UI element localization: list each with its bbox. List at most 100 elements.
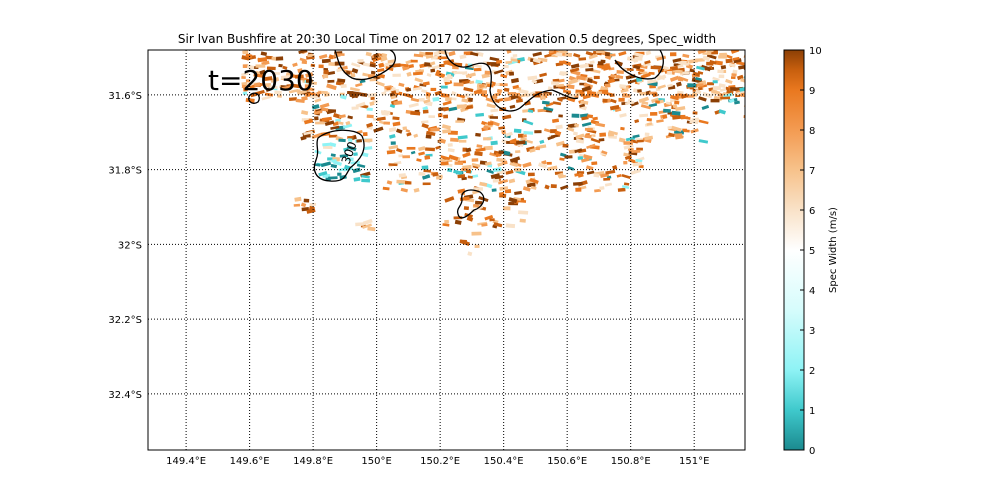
radar-gate <box>364 146 373 151</box>
radar-gate <box>552 101 562 106</box>
x-tick-label: 151°E <box>679 456 709 467</box>
radar-gate <box>662 114 668 120</box>
radar-gate <box>404 181 412 185</box>
radar-gate <box>457 135 468 140</box>
radar-gate <box>478 83 485 89</box>
radar-gate <box>388 133 396 139</box>
radar-gate <box>505 223 516 229</box>
radar-gate <box>410 111 421 116</box>
radar-gate <box>515 150 521 154</box>
radar-gate <box>592 116 598 121</box>
x-tick-label: 150.2°E <box>420 456 460 467</box>
radar-gate <box>689 119 699 125</box>
y-tick-label: 32°S <box>118 240 142 251</box>
radar-gate <box>263 82 272 88</box>
radar-gate <box>474 244 480 249</box>
radar-gate <box>356 163 366 168</box>
radar-gate <box>269 85 278 90</box>
radar-gate <box>489 218 495 222</box>
radar-gate <box>529 177 539 185</box>
radar-gate <box>529 148 536 153</box>
radar-gate <box>389 92 395 97</box>
radar-gate <box>550 184 557 189</box>
radar-gate <box>453 71 463 75</box>
radar-gate <box>469 80 475 85</box>
radar-gate <box>739 86 745 92</box>
radar-gate <box>619 112 627 118</box>
radar-gate <box>502 114 512 120</box>
radar-gate <box>599 186 605 191</box>
radar-gate <box>245 53 253 59</box>
radar-gate <box>539 139 545 144</box>
radar-gate <box>412 71 423 76</box>
radar-gate <box>456 93 466 99</box>
radar-gate <box>396 128 403 134</box>
radar-gate <box>469 92 476 97</box>
x-tick-label: 149.8°E <box>293 456 333 467</box>
radar-gate <box>461 98 469 103</box>
radar-gate <box>669 75 680 82</box>
radar-gate <box>531 79 538 84</box>
radar-gate <box>270 77 280 83</box>
radar-gate <box>328 54 334 60</box>
radar-gate <box>383 121 391 125</box>
radar-gate <box>265 55 273 60</box>
radar-gate <box>241 76 246 80</box>
radar-gate <box>731 73 737 77</box>
radar-gate <box>692 71 701 77</box>
radar-gate <box>303 130 314 136</box>
radar-gate <box>386 149 396 155</box>
radar-gate <box>294 74 304 79</box>
radar-gate <box>505 131 513 137</box>
radar-gate <box>245 79 251 83</box>
radar-gate <box>567 166 575 171</box>
radar-gate <box>682 53 690 58</box>
radar-gate <box>353 176 361 182</box>
radar-gate <box>702 91 713 99</box>
radar-gate <box>590 137 601 144</box>
radar-gate <box>490 173 501 180</box>
lat-lon-grid <box>148 50 745 450</box>
radar-gate <box>718 109 727 115</box>
radar-gate <box>439 63 445 68</box>
radar-gate <box>275 56 284 61</box>
radar-gate <box>281 85 293 91</box>
radar-gate <box>370 96 375 101</box>
radar-gate <box>623 143 634 150</box>
radar-gate <box>720 96 731 100</box>
radar-gate <box>678 76 689 82</box>
radar-gate <box>581 157 590 163</box>
radar-gate <box>481 223 488 227</box>
radar-gate <box>493 222 503 228</box>
y-axis-ticks: 31.6°S 31.8°S 32°S 32.2°S 32.4°S <box>108 91 142 401</box>
radar-gate <box>695 89 702 95</box>
radar-gate <box>505 60 513 64</box>
radar-gate <box>728 62 736 68</box>
radar-gate <box>426 73 432 78</box>
radar-gate <box>362 132 368 137</box>
radar-gate <box>440 161 449 166</box>
radar-gate <box>581 116 589 121</box>
colorbar-tick-label: 2 <box>809 366 815 377</box>
radar-gate <box>702 55 711 62</box>
radar-gate <box>546 161 552 165</box>
radar-gate <box>339 154 349 158</box>
radar-gate <box>398 82 405 88</box>
radar-gate <box>668 132 675 138</box>
radar-gate <box>603 177 611 181</box>
radar-gate <box>420 120 429 124</box>
radar-gate <box>323 74 329 79</box>
radar-gate <box>550 81 560 86</box>
radar-gate <box>389 104 396 109</box>
radar-gate <box>695 76 702 82</box>
radar-gate <box>473 88 483 95</box>
radar-gate <box>367 226 376 232</box>
radar-gate <box>637 89 642 93</box>
radar-gate <box>330 163 338 169</box>
radar-gate <box>483 125 489 131</box>
radar-gate <box>575 187 582 192</box>
radar-gate <box>651 97 659 103</box>
radar-gate <box>349 87 360 92</box>
radar-gate <box>623 160 628 165</box>
radar-gate <box>410 150 416 155</box>
